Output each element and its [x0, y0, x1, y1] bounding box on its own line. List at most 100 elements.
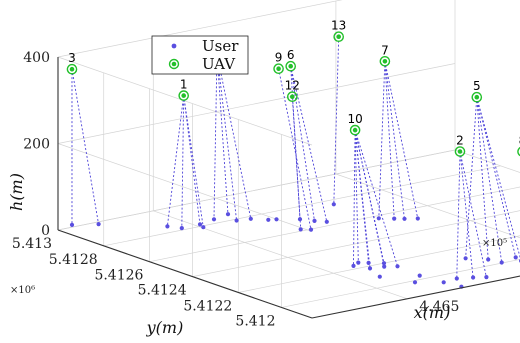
legend: User UAV — [151, 35, 249, 75]
user-point — [381, 261, 387, 266]
floor-grid-line — [149, 186, 520, 263]
axis-lines — [57, 57, 520, 319]
user-point — [377, 274, 382, 279]
user-point — [298, 227, 303, 232]
user-point — [376, 216, 381, 221]
uav-user-link — [213, 54, 218, 220]
uav-id-label: 13 — [331, 19, 346, 33]
user-point — [351, 263, 356, 268]
uav-marker — [336, 34, 342, 39]
uav-user-link — [384, 61, 405, 219]
user-point — [412, 280, 418, 285]
uav-user-link — [354, 129, 398, 267]
uav-user-link — [354, 130, 371, 269]
user-point — [96, 222, 101, 227]
user-point — [312, 218, 317, 223]
x-axis-line — [311, 275, 520, 319]
uav-user-link — [353, 130, 356, 266]
user-point — [415, 216, 420, 221]
y-tick-label: 5.4124 — [138, 283, 187, 299]
uav-user-link — [183, 95, 201, 225]
uav-id-label: 7 — [381, 43, 389, 57]
z-axis-label: h(m) — [7, 173, 26, 211]
floor-grid-line — [57, 149, 456, 231]
uav-user-link — [333, 36, 340, 205]
user-point — [197, 222, 203, 227]
uav-marker-ring — [454, 146, 466, 157]
legend-uav-ring — [168, 58, 180, 70]
z-tick-label: 400 — [23, 50, 50, 66]
x-tick-label: 4.465 — [419, 299, 459, 315]
y-tick-label: 5.4126 — [94, 268, 143, 284]
user-point — [366, 260, 371, 265]
legend-uav-marker — [171, 61, 177, 67]
uav-marker — [457, 149, 463, 154]
uav-id-label: 9 — [275, 51, 283, 65]
uav-user-link — [459, 151, 474, 278]
uav-user-link — [354, 130, 359, 263]
uav-marker-ring — [517, 146, 520, 157]
uav-user-link — [476, 97, 520, 259]
floor-grid-line — [192, 210, 520, 277]
uav-user-link — [476, 97, 489, 260]
uav-id-label: 8 — [519, 134, 520, 148]
uav-user-link — [278, 68, 312, 230]
legend-uav-label: UAV — [202, 55, 236, 73]
floor-grid-line — [454, 149, 520, 173]
user-point — [297, 217, 303, 222]
user-point — [165, 224, 170, 229]
user-point — [395, 264, 400, 269]
user-point — [248, 216, 253, 221]
floor-grid-line — [238, 235, 520, 293]
uav-id-label: 2 — [456, 134, 464, 148]
user-point — [234, 218, 239, 223]
uav-marker-ring — [285, 60, 297, 72]
connection-lines — [71, 36, 520, 279]
uav-marker — [474, 94, 480, 100]
user-point — [274, 217, 279, 222]
uav-marker-ring — [471, 91, 483, 103]
user-point — [266, 217, 271, 222]
user-point — [308, 227, 314, 232]
user-point — [356, 260, 361, 265]
floor-grid-line — [103, 165, 501, 247]
user-point — [417, 273, 422, 278]
uav-marker-ring — [66, 63, 78, 75]
user-point — [211, 217, 217, 222]
y-tick-label: 5.412 — [235, 313, 275, 329]
user-point — [367, 266, 373, 271]
user-point — [331, 202, 336, 207]
user-point — [513, 255, 518, 260]
uav-marker — [69, 66, 75, 72]
uav-marker — [382, 59, 388, 64]
user-point — [441, 280, 446, 285]
uav-id-label: 5 — [473, 79, 481, 93]
uav-user-link — [183, 95, 204, 228]
uav-user-link — [476, 97, 517, 258]
floor-grid-line — [153, 210, 408, 300]
back-wall-grid-line — [57, 0, 343, 58]
uav-id-label: 12 — [285, 79, 300, 93]
uav-marker-ring — [333, 31, 345, 43]
y-tick-label: 5.4128 — [49, 252, 98, 268]
user-point — [486, 257, 491, 262]
z-tick-label: 200 — [23, 137, 50, 153]
floor-grid-line — [335, 173, 520, 239]
side-wall-grid-line — [57, 56, 313, 146]
side-wall-grid-line — [57, 143, 313, 232]
legend-user-marker — [171, 43, 177, 49]
uav-marker-ring — [379, 56, 391, 67]
uav-marker-ring — [349, 124, 361, 136]
user-point — [463, 256, 468, 261]
uav-marker — [276, 66, 281, 71]
uav-user-link — [166, 95, 185, 227]
uav-user-link — [459, 151, 487, 278]
uav-marker — [352, 127, 358, 133]
x-axis-label: x(m) — [414, 303, 451, 322]
back-wall-grid-line — [57, 63, 456, 144]
z-tick-label: 0 — [41, 223, 50, 239]
uav-marker — [290, 94, 295, 99]
uav-user-link — [378, 61, 386, 219]
y-axis-exponent: ×10⁶ — [10, 285, 35, 296]
